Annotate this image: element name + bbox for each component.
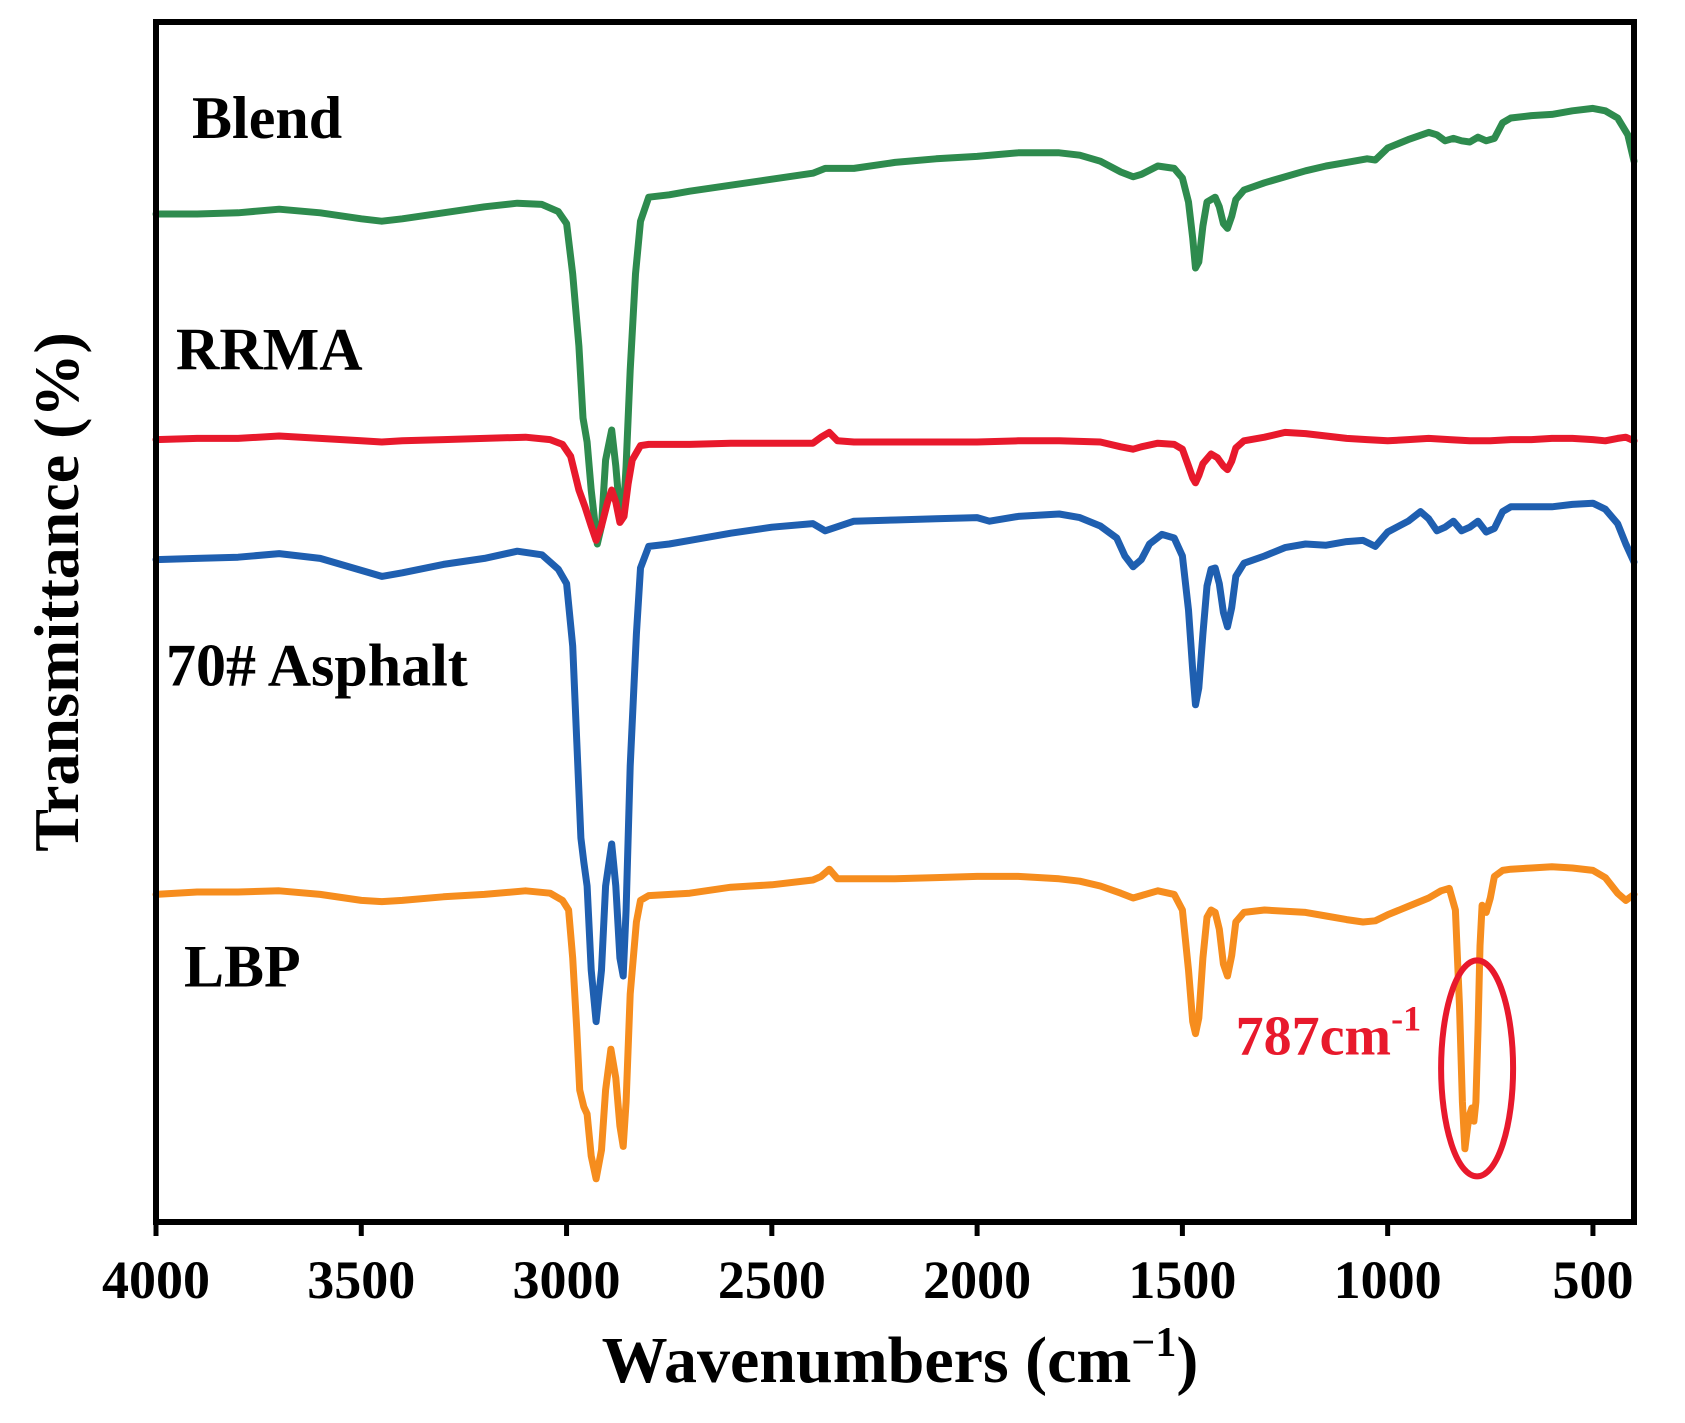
x-tick-label-2500: 2500	[718, 1250, 826, 1310]
x-axis-label: Wavenumbers (cm−1)	[602, 1320, 1199, 1397]
x-axis-label-sup: −1	[1131, 1320, 1176, 1366]
series-layer	[152, 104, 1638, 1183]
series-labels: Blend RRMA 70# Asphalt LBP	[166, 85, 468, 999]
x-tick-label-500: 500	[1552, 1250, 1633, 1310]
annotation-label-main: 787cm	[1236, 1005, 1392, 1067]
annotation-ellipse-787	[1438, 957, 1517, 1180]
series-label-blend: Blend	[192, 85, 342, 151]
series-label-rrma: RRMA	[176, 317, 363, 383]
x-axis-ticks: 4000 3500 3000 2500 2000 1500 1000 500	[102, 1222, 1633, 1310]
annotation-label-787: 787cm-1	[1236, 998, 1422, 1067]
x-tick-label-4000: 4000	[102, 1250, 210, 1310]
series-line-lbp	[152, 863, 1638, 1183]
series-label-70-asphalt: 70# Asphalt	[166, 633, 468, 699]
x-tick-label-1500: 1500	[1128, 1250, 1236, 1310]
series-label-lbp: LBP	[184, 933, 301, 999]
x-tick-label-3500: 3500	[307, 1250, 415, 1310]
series-line-rrma	[152, 428, 1638, 544]
plot-frame	[153, 19, 1637, 1225]
x-tick-label-2000: 2000	[923, 1250, 1031, 1310]
x-axis-label-main: Wavenumbers (cm	[602, 1324, 1132, 1397]
series-line-70-asphalt	[152, 499, 1638, 1026]
series-line-blend	[152, 104, 1638, 548]
x-tick-label-3000: 3000	[513, 1250, 621, 1310]
annotation-label-sup: -1	[1391, 998, 1421, 1038]
x-tick-label-1000: 1000	[1334, 1250, 1442, 1310]
annotation-layer: 787cm-1	[1236, 957, 1517, 1180]
y-axis-label: Transmittance (%)	[21, 332, 92, 852]
x-axis-label-close: )	[1176, 1324, 1198, 1397]
